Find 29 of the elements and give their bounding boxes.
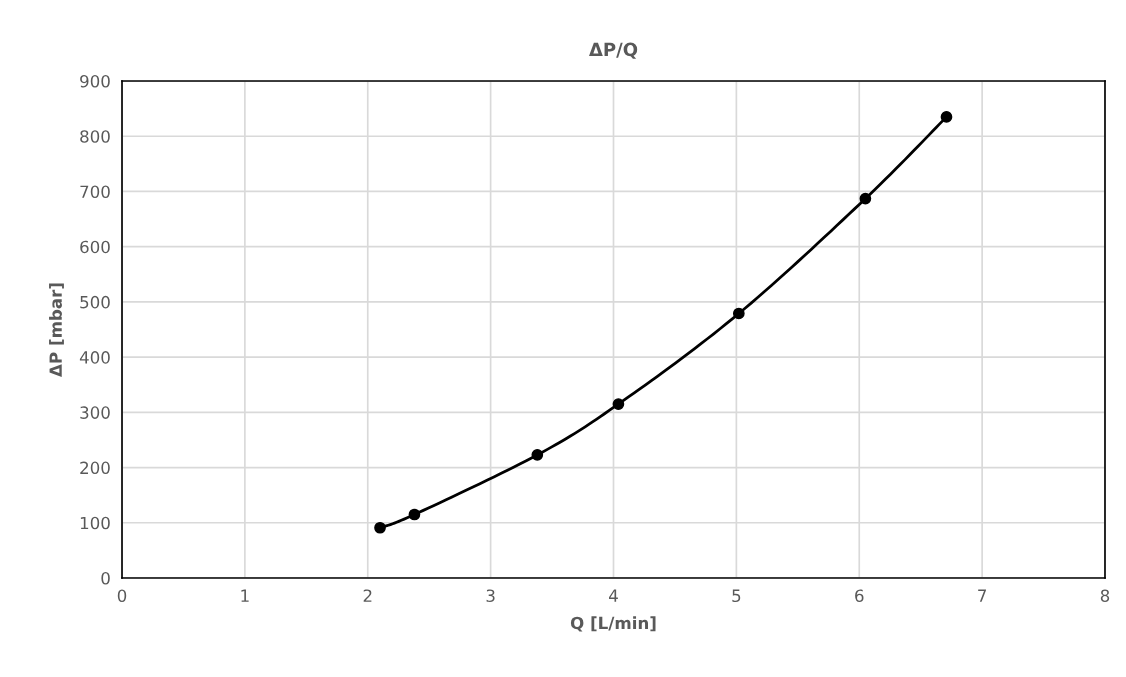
x-tick-label: 4 [609, 589, 618, 602]
y-tick-label: 300 [80, 406, 110, 419]
point [531, 449, 544, 461]
y-axis-title: ΔP [mbar] [49, 283, 64, 377]
x-tick-label: 3 [486, 589, 495, 603]
x-tick-label: 0 [117, 589, 127, 603]
y-tick-label: 600 [80, 240, 110, 254]
y-tick-label: 400 [79, 351, 110, 364]
point [859, 192, 872, 205]
point [732, 307, 745, 320]
x-tick-label: 5 [732, 589, 741, 603]
y-tick-label: 500 [80, 295, 110, 309]
point [408, 508, 421, 521]
x-tick-label: 1 [241, 589, 249, 602]
chart-title: ΔP/Q [589, 42, 638, 59]
x-tick-label: 6 [855, 589, 864, 603]
y-tick-label: 200 [80, 461, 110, 475]
y-tick-label: 900 [80, 74, 110, 88]
point [940, 111, 953, 123]
x-tick-label: 7 [978, 589, 986, 602]
y-tick-label: 0 [101, 571, 110, 585]
y-tick-label: 800 [80, 130, 110, 143]
y-tick-label: 700 [80, 185, 110, 199]
y-tick-label: 100 [80, 516, 110, 530]
point [374, 521, 386, 534]
point [612, 398, 625, 410]
x-tick-label: 8 [1100, 589, 1110, 603]
x-axis-title: Q [L/min] [570, 616, 656, 632]
x-tick-label: 2 [363, 589, 372, 602]
